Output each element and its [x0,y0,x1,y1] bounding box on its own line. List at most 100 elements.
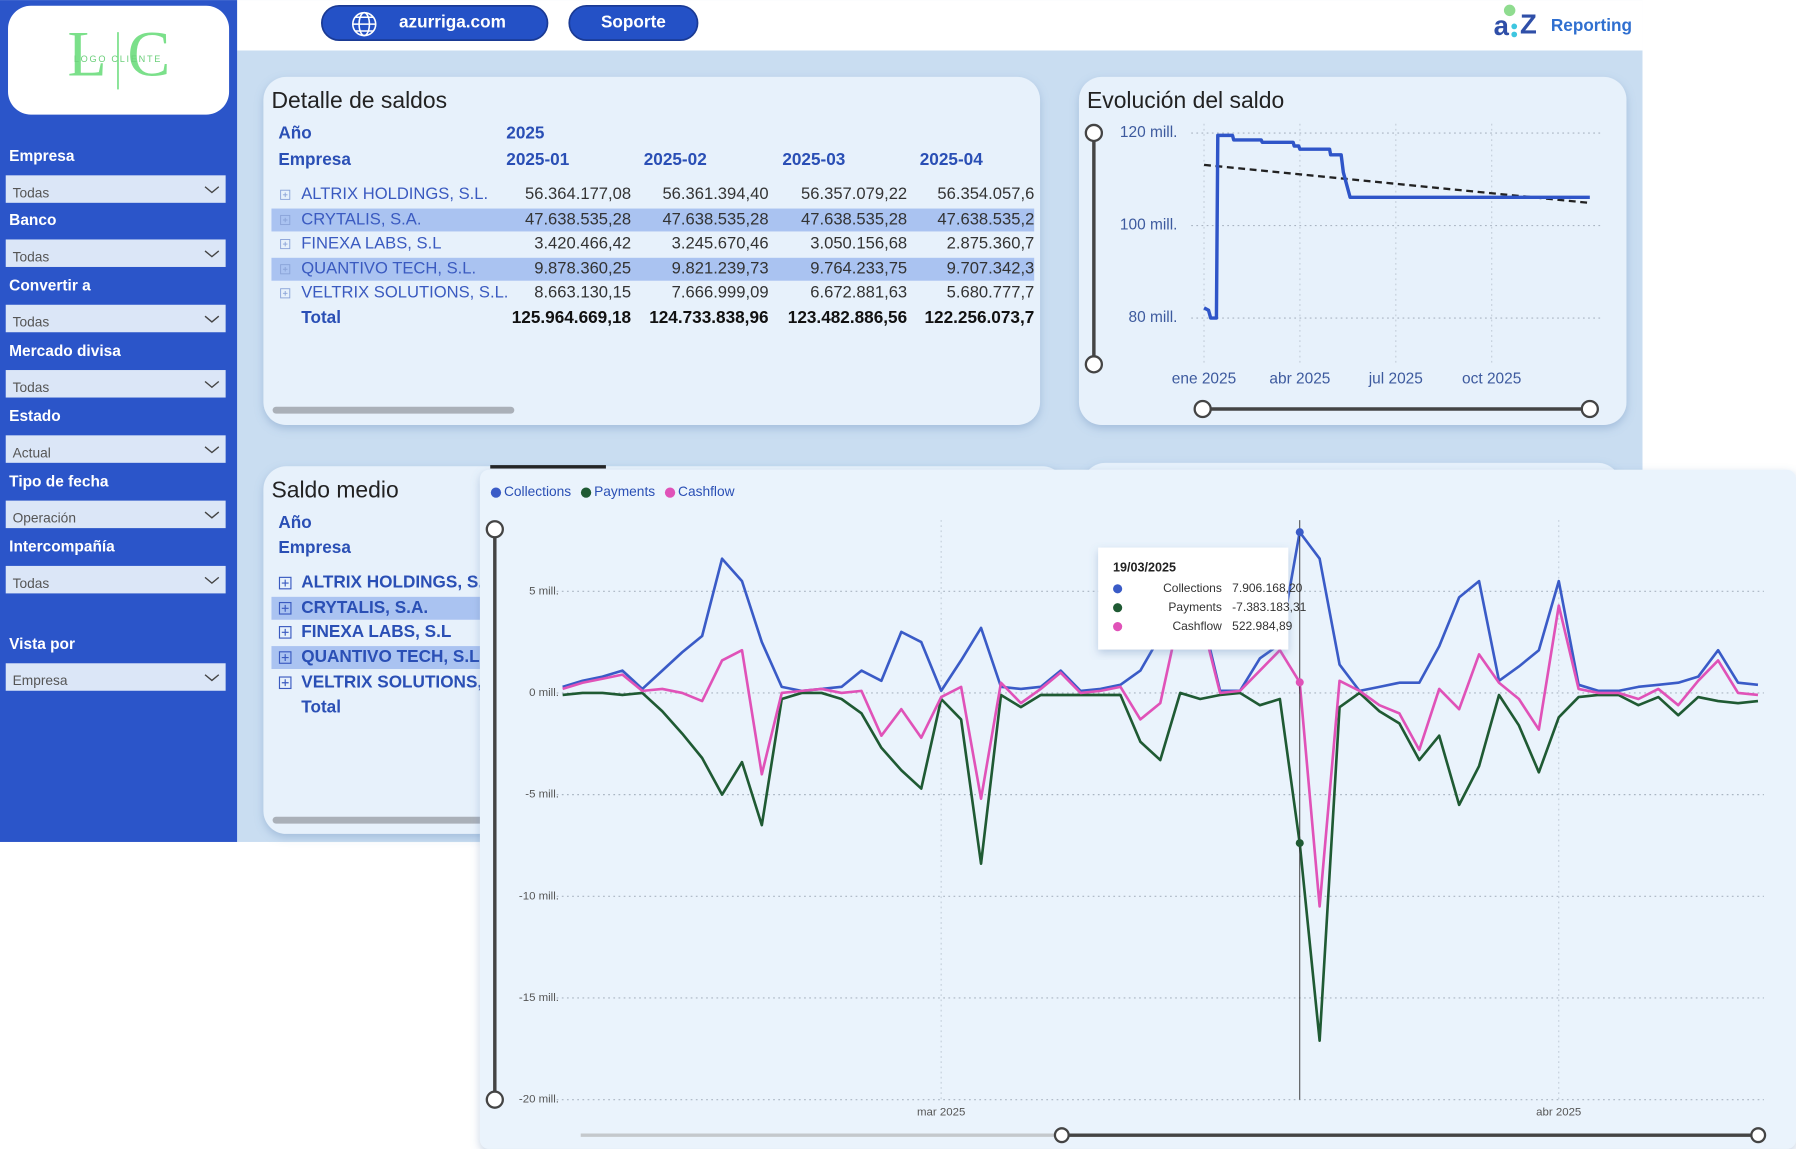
slider-handle[interactable] [1084,123,1104,143]
scrollbar[interactable] [272,406,515,414]
header-cell: Año [278,123,311,143]
cell: 9.764.233,75 [810,259,907,278]
x-tick-label: jul 2025 [1368,370,1423,387]
filter-dropdown[interactable]: Todas [5,239,226,267]
total-cell: 123.482.886,56 [788,307,907,327]
expand-plus [282,192,288,198]
expand-icon[interactable] [278,576,292,590]
cell: 56.357.079,22 [801,184,907,203]
expand-icon[interactable] [280,189,291,200]
legend-label: Cashflow [678,484,735,499]
legend-item[interactable]: Payments [580,484,655,499]
dropdown-value: Todas [13,249,50,264]
row-name: VELTRIX SOLUTIONS, S.L. [301,671,518,691]
x-tick-label: oct 2025 [1462,370,1521,387]
slider-handle[interactable] [1053,1127,1070,1144]
hover-point [1295,839,1304,848]
x-tick-label: abr 2025 [1536,1106,1581,1118]
tooltip-value: -7.383.183,31 [1232,600,1306,614]
dropdown-box[interactable] [5,435,226,463]
expand-icon[interactable] [280,214,291,226]
cell: 47.638.535,28 [525,209,631,228]
expand-icon[interactable] [278,651,292,664]
tooltip-name: Payments [1168,600,1221,614]
tooltip-value: 522.984,89 [1232,619,1292,633]
hover-point [1295,678,1304,687]
slider-handle[interactable] [1580,399,1599,419]
row-name: ALTRIX HOLDINGS, S.L. [301,184,488,203]
slider-handle[interactable] [485,520,504,539]
dropdown-box[interactable] [5,370,226,398]
filter-dropdown[interactable]: Todas [5,565,226,594]
globe-icon [351,11,377,37]
header-link[interactable]: Soporte [568,4,699,42]
panel-title: Detalle de saldos [271,87,447,113]
row-name: VELTRIX SOLUTIONS, S.L. [301,283,508,302]
cell: 9.707.342,3 [947,259,1035,278]
dropdown-value: Todas [13,185,50,200]
legend-item[interactable]: Collections [490,484,571,499]
row-name: QUANTIVO TECH, S.L. [301,646,484,666]
link-pill[interactable] [321,4,549,42]
slider-handle[interactable] [1193,399,1212,419]
link-pill[interactable] [568,4,699,42]
slider-handle[interactable] [1750,1127,1767,1144]
panel-flows [479,469,1796,1149]
dropdown-chevron [204,576,220,584]
filter-dropdown[interactable]: Actual [5,435,226,463]
expand-icon[interactable] [280,288,291,299]
dropdown-box[interactable] [5,304,226,333]
cell: 2.875.360,7 [947,233,1035,252]
filter-dropdown[interactable]: Todas [5,370,226,398]
line-series [562,691,1759,1042]
tooltip-name: Collections [1163,581,1222,595]
header-cell: Empresa [278,537,351,557]
logo-initial: C [128,19,171,90]
filter-dropdown[interactable]: Todas [5,304,226,333]
chart-title: Evolución del saldo [1087,87,1284,113]
link-text: azurriga.com [399,12,506,32]
row-name: CRYTALIS, S.A. [301,597,428,617]
legend-item[interactable]: Cashflow [664,484,735,499]
expand-plus [282,291,288,296]
expand-plus [281,654,289,661]
hover-point [1295,528,1304,537]
dropdown-chevron [204,186,220,194]
dropdown-value: Empresa [13,673,68,688]
dropdown-box[interactable] [5,175,226,203]
expand-icon[interactable] [278,676,292,690]
expand-icon[interactable] [278,626,292,639]
dropdown-box[interactable] [5,663,226,691]
dropdown-box[interactable] [5,565,226,594]
dropdown-chevron [204,315,220,323]
legend-swatch [490,487,502,498]
y-tick-label: 120 mill. [1120,124,1178,141]
expand-icon[interactable] [280,239,291,250]
cell: 5.680.777,7 [947,283,1035,302]
expand-icon[interactable] [280,264,291,275]
total-cell: 124.733.838,96 [649,307,768,327]
link-text: Soporte [601,12,666,32]
total-name: Total [301,307,341,327]
tooltip-name: Cashflow [1172,619,1222,633]
filter-dropdown[interactable]: Empresa [5,663,226,691]
logo-text: LOGO CLIENTE [74,54,162,64]
header-link[interactable]: azurriga.com [321,4,549,42]
detalle-body: 2025-01 2025-02 2025-03 2025-04 ALTRIX HOLDI… [271,149,1035,327]
dropdown-box[interactable] [5,239,226,267]
dropdown-box[interactable] [5,500,226,529]
slider-handle[interactable] [485,1090,504,1109]
expand-icon[interactable] [278,601,292,615]
y-tick-label: 80 mill. [1129,309,1178,326]
filter-dropdown[interactable]: Todas [5,175,226,203]
expand-plus [282,241,288,247]
dropdown-chevron [204,250,220,258]
slider-handle[interactable] [1084,355,1104,374]
dropdown-chevron [204,380,220,389]
x-tick-label: abr 2025 [1269,370,1330,387]
filter-dropdown[interactable]: Operación [5,500,226,529]
dropdown-value: Todas [13,315,50,330]
cell: 9.878.360,25 [534,259,631,278]
